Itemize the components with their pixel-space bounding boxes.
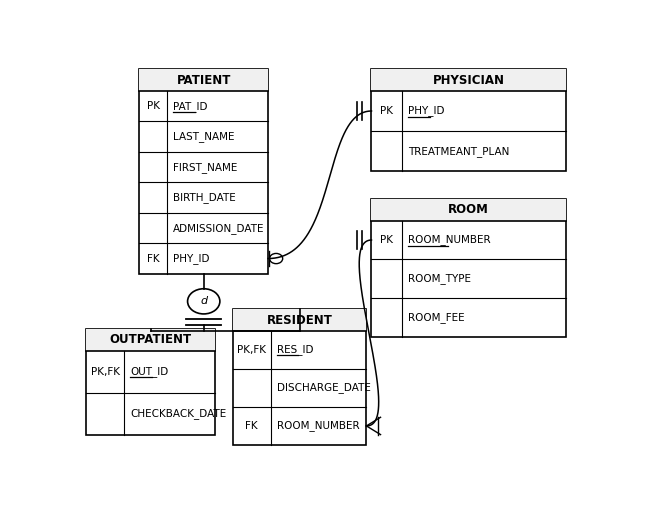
Bar xyxy=(233,309,367,445)
Text: PK,FK: PK,FK xyxy=(91,367,120,377)
Text: CHECKBACK_DATE: CHECKBACK_DATE xyxy=(130,408,227,420)
Text: PHY_ID: PHY_ID xyxy=(408,106,444,117)
Text: ADMISSION_DATE: ADMISSION_DATE xyxy=(173,223,265,234)
Text: OUT_ID: OUT_ID xyxy=(130,366,169,377)
Text: RESIDENT: RESIDENT xyxy=(267,314,333,327)
Bar xyxy=(139,69,268,91)
Text: PK: PK xyxy=(380,106,393,116)
Bar xyxy=(372,69,566,172)
Text: ROOM: ROOM xyxy=(448,203,489,216)
Text: PK: PK xyxy=(146,101,159,111)
Text: PAT_ID: PAT_ID xyxy=(173,101,208,111)
Text: LAST_NAME: LAST_NAME xyxy=(173,131,235,142)
Text: d: d xyxy=(200,296,207,306)
Bar xyxy=(372,199,566,337)
Text: FK: FK xyxy=(147,253,159,264)
Text: TREATMEANT_PLAN: TREATMEANT_PLAN xyxy=(408,146,509,157)
Text: PHYSICIAN: PHYSICIAN xyxy=(433,74,505,86)
Text: RES_ID: RES_ID xyxy=(277,344,313,355)
Text: ROOM_TYPE: ROOM_TYPE xyxy=(408,273,471,284)
Text: PK,FK: PK,FK xyxy=(237,345,266,355)
Bar xyxy=(233,309,367,331)
Bar xyxy=(372,69,566,91)
Text: BIRTH_DATE: BIRTH_DATE xyxy=(173,192,236,203)
Text: ROOM_FEE: ROOM_FEE xyxy=(408,312,464,323)
Text: DISCHARGE_DATE: DISCHARGE_DATE xyxy=(277,382,370,393)
Bar xyxy=(87,329,215,435)
Text: PHY_ID: PHY_ID xyxy=(173,253,210,264)
Text: PK: PK xyxy=(380,235,393,245)
Text: PATIENT: PATIENT xyxy=(176,74,231,86)
Text: ROOM_NUMBER: ROOM_NUMBER xyxy=(277,421,359,431)
Text: FK: FK xyxy=(245,421,258,431)
Text: FIRST_NAME: FIRST_NAME xyxy=(173,161,238,173)
Bar xyxy=(87,329,215,351)
Bar xyxy=(139,69,268,274)
Text: ROOM_NUMBER: ROOM_NUMBER xyxy=(408,235,490,245)
Bar xyxy=(372,199,566,221)
Text: OUTPATIENT: OUTPATIENT xyxy=(109,333,192,346)
